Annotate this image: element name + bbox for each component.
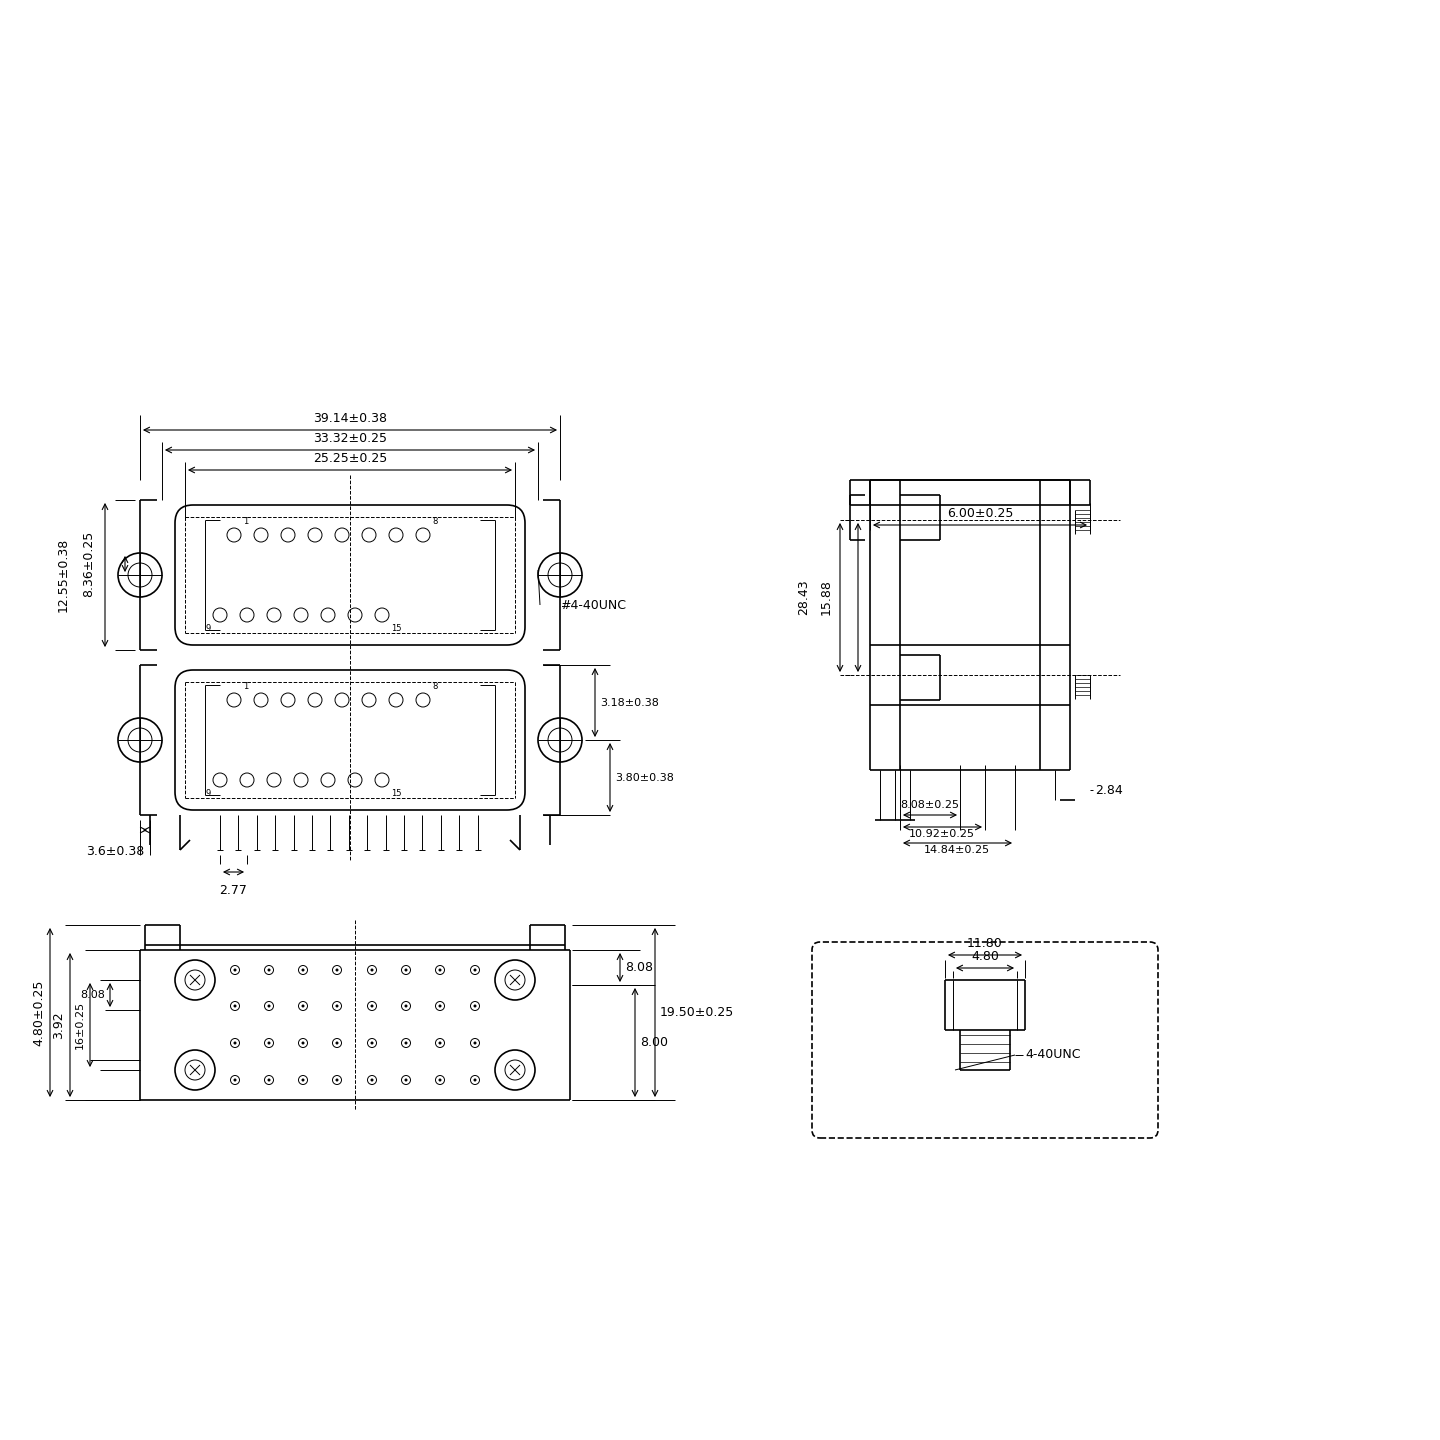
Circle shape [370,969,373,972]
Text: 3.92: 3.92 [52,1011,65,1038]
Circle shape [336,1005,338,1008]
Text: #4-40UNC: #4-40UNC [560,599,626,612]
Circle shape [233,969,236,972]
Circle shape [301,969,304,972]
Circle shape [301,1041,304,1044]
Circle shape [474,1079,477,1081]
Circle shape [370,1041,373,1044]
Circle shape [405,1005,408,1008]
Text: 15: 15 [392,789,402,798]
Text: 4.80: 4.80 [971,950,999,963]
Text: 11.80: 11.80 [968,937,1002,950]
Text: 9: 9 [206,624,212,634]
Circle shape [405,1041,408,1044]
Circle shape [336,969,338,972]
Text: 28.43: 28.43 [796,580,809,615]
Circle shape [439,1079,442,1081]
Circle shape [474,1005,477,1008]
Text: 2.84: 2.84 [1094,783,1123,796]
Text: 2.77: 2.77 [219,884,248,897]
Text: 8.08: 8.08 [81,991,105,999]
Text: 15: 15 [392,624,402,634]
Circle shape [233,1005,236,1008]
Text: 6.00±0.25: 6.00±0.25 [948,507,1014,520]
Text: 3.18±0.38: 3.18±0.38 [600,697,660,707]
Text: 8.00: 8.00 [639,1035,668,1048]
Circle shape [439,1005,442,1008]
Text: 8: 8 [432,683,438,691]
Circle shape [336,1079,338,1081]
Circle shape [370,1079,373,1081]
Text: 19.50±0.25: 19.50±0.25 [660,1007,734,1020]
Circle shape [301,1005,304,1008]
Circle shape [439,969,442,972]
Text: 16±0.25: 16±0.25 [75,1001,85,1050]
Circle shape [268,1079,271,1081]
Text: 25.25±0.25: 25.25±0.25 [312,452,387,465]
Circle shape [370,1005,373,1008]
Text: 4.80±0.25: 4.80±0.25 [32,979,45,1045]
Circle shape [405,969,408,972]
Text: 3.6±0.38: 3.6±0.38 [86,845,144,858]
Circle shape [268,969,271,972]
Text: 9: 9 [206,789,212,798]
Circle shape [439,1041,442,1044]
Circle shape [268,1041,271,1044]
Text: 1: 1 [243,683,248,691]
Circle shape [474,969,477,972]
Text: 33.32±0.25: 33.32±0.25 [312,432,387,445]
Text: 39.14±0.38: 39.14±0.38 [312,412,387,425]
Text: 12.55±0.38: 12.55±0.38 [58,539,71,612]
Circle shape [268,1005,271,1008]
Text: 10.92±0.25: 10.92±0.25 [909,829,975,840]
Text: 15.88: 15.88 [819,579,832,615]
Text: 3.80±0.38: 3.80±0.38 [615,772,674,782]
Circle shape [474,1041,477,1044]
Text: 8.36±0.25: 8.36±0.25 [82,531,95,598]
Text: 8.08: 8.08 [625,960,652,973]
Circle shape [301,1079,304,1081]
Text: 1: 1 [243,517,248,526]
Circle shape [336,1041,338,1044]
Circle shape [405,1079,408,1081]
Circle shape [233,1079,236,1081]
Text: 8.08±0.25: 8.08±0.25 [900,801,959,809]
Text: 4-40UNC: 4-40UNC [1025,1048,1080,1061]
Text: 8: 8 [432,517,438,526]
Text: 14.84±0.25: 14.84±0.25 [924,845,991,855]
Circle shape [233,1041,236,1044]
